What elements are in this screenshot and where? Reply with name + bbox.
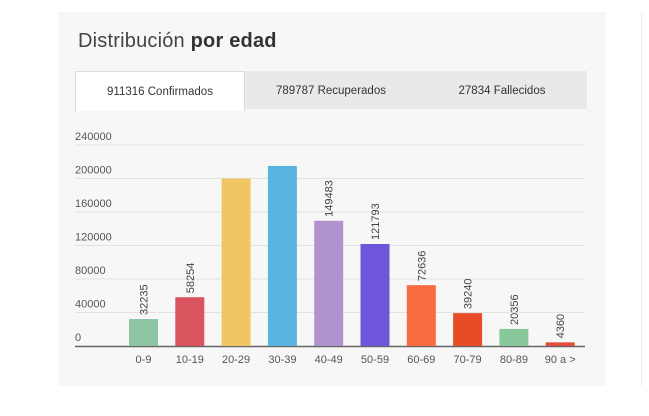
y-tick-label: 120000: [75, 232, 112, 244]
data-label: 72636: [416, 251, 428, 282]
data-label: 4360: [555, 314, 567, 338]
bar-30-39[interactable]: [267, 165, 297, 346]
x-tick-label: 20-29: [222, 354, 250, 366]
tab-confirmados[interactable]: 911316 Confirmados: [75, 71, 245, 111]
bar-80-89[interactable]: [499, 328, 529, 346]
card-title-regular: Distribución: [78, 30, 191, 52]
data-label: 32235: [139, 284, 151, 315]
x-tick-label: 70-79: [454, 354, 482, 366]
data-label: 121793: [370, 203, 382, 240]
card-title-bold: por edad: [190, 30, 277, 52]
x-tick-label: 0-9: [136, 354, 152, 366]
y-tick-label: 40000: [75, 299, 106, 311]
y-tick-label: 240000: [75, 131, 112, 143]
tab-fallecidos[interactable]: 27834 Fallecidos: [458, 85, 546, 97]
x-tick-label: 40-49: [315, 354, 343, 366]
x-tick-label: 60-69: [407, 354, 435, 366]
data-label: 58254: [185, 263, 197, 294]
bar-60-69[interactable]: [406, 285, 436, 346]
y-tick-label: 160000: [75, 198, 112, 210]
data-label: 149483: [324, 180, 336, 217]
bar-50-59[interactable]: [360, 243, 390, 346]
x-tick-label: 80-89: [500, 354, 528, 366]
y-tick-label: 200000: [75, 165, 112, 177]
bar-90-a-[interactable]: [545, 342, 575, 346]
bar-70-79[interactable]: [453, 313, 483, 346]
x-tick-label: 10-19: [176, 354, 204, 366]
x-tick-label: 50-59: [361, 354, 389, 366]
bar-10-19[interactable]: [175, 297, 205, 346]
tab-bar: 911316 Confirmados 789787 Recuperados 27…: [75, 71, 587, 111]
x-tick-label: 90 a >: [545, 354, 576, 366]
data-label: 39240: [463, 279, 475, 310]
bar-0-9[interactable]: [129, 319, 158, 346]
y-tick-label: 0: [75, 332, 81, 344]
x-tick-label: 30-39: [268, 354, 296, 366]
card-title: Distribución por edad: [78, 30, 277, 53]
data-label: 20356: [509, 294, 521, 325]
bar-20-29[interactable]: [221, 178, 251, 347]
tab-recuperados[interactable]: 789787 Recuperados: [276, 85, 386, 97]
bar-40-49[interactable]: [314, 220, 344, 346]
y-tick-label: 80000: [75, 265, 106, 277]
divider: [641, 12, 642, 386]
